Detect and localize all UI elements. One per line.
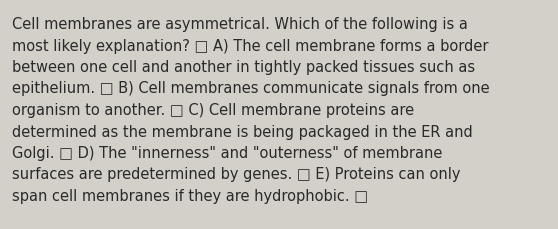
Text: Cell membranes are asymmetrical. Which of the following is a: Cell membranes are asymmetrical. Which o… (12, 17, 468, 32)
Text: most likely explanation? □ A) The cell membrane forms a border: most likely explanation? □ A) The cell m… (12, 38, 488, 53)
Text: Golgi. □ D) The "innerness" and "outerness" of membrane: Golgi. □ D) The "innerness" and "outerne… (12, 145, 442, 160)
Text: span cell membranes if they are hydrophobic. □: span cell membranes if they are hydropho… (12, 188, 368, 203)
Text: epithelium. □ B) Cell membranes communicate signals from one: epithelium. □ B) Cell membranes communic… (12, 81, 489, 96)
Text: organism to another. □ C) Cell membrane proteins are: organism to another. □ C) Cell membrane … (12, 103, 414, 117)
Text: between one cell and another in tightly packed tissues such as: between one cell and another in tightly … (12, 60, 475, 75)
Text: determined as the membrane is being packaged in the ER and: determined as the membrane is being pack… (12, 124, 473, 139)
Text: surfaces are predetermined by genes. □ E) Proteins can only: surfaces are predetermined by genes. □ E… (12, 167, 460, 182)
